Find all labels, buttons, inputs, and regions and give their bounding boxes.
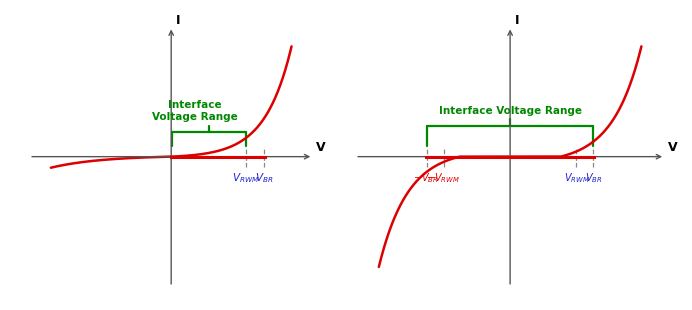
Text: Interface
Voltage Range: Interface Voltage Range	[152, 100, 237, 122]
Text: $-V_{RWM}$: $-V_{RWM}$	[426, 171, 460, 185]
Text: $V_{RWM}$: $V_{RWM}$	[232, 171, 260, 185]
Text: $V_{BR}$: $V_{BR}$	[585, 171, 603, 185]
Text: $-V_{BR}$: $-V_{BR}$	[413, 171, 439, 185]
Text: V: V	[316, 141, 325, 154]
Text: I: I	[516, 14, 520, 27]
Text: $V_{RWM}$: $V_{RWM}$	[564, 171, 590, 185]
Text: I: I	[176, 14, 181, 27]
Text: Interface Voltage Range: Interface Voltage Range	[439, 106, 581, 116]
Text: V: V	[668, 141, 677, 154]
Text: $V_{BR}$: $V_{BR}$	[255, 171, 273, 185]
